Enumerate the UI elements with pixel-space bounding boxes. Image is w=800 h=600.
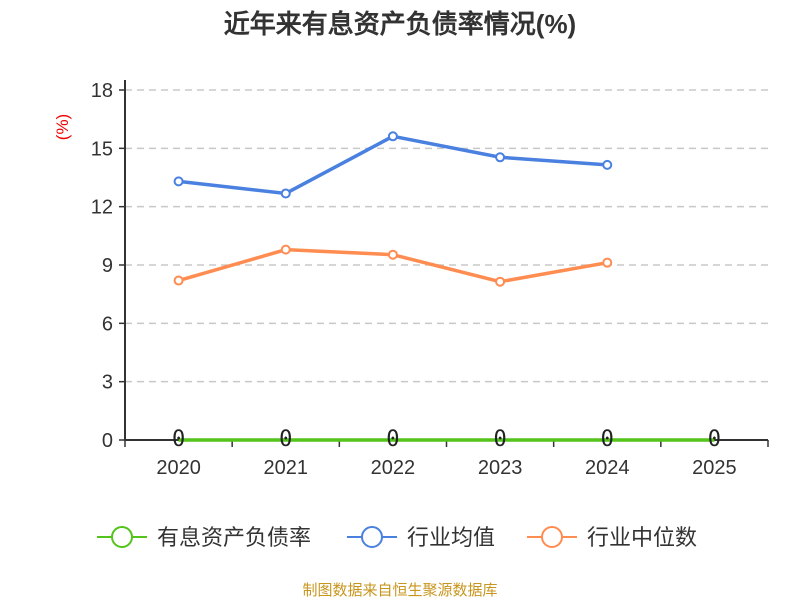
legend-marker-icon bbox=[361, 526, 383, 548]
y-tick-label: 9 bbox=[102, 255, 113, 277]
y-tick-label: 12 bbox=[91, 197, 113, 219]
y-tick-label: 3 bbox=[102, 372, 113, 394]
legend-label: 有息资产负债率 bbox=[157, 525, 311, 550]
series-line bbox=[178, 134, 608, 196]
data-point bbox=[602, 159, 613, 170]
data-label: 0 bbox=[279, 427, 292, 452]
y-tick-label: 18 bbox=[91, 80, 113, 102]
x-tick-label: 2020 bbox=[156, 457, 201, 479]
data-label: 0 bbox=[493, 427, 506, 452]
legend-marker-icon bbox=[541, 526, 563, 548]
x-tick-label: 2022 bbox=[371, 457, 416, 479]
data-point bbox=[173, 275, 184, 286]
chart-title: 近年来有息资产负债率情况(%) bbox=[224, 9, 576, 39]
data-label: 0 bbox=[708, 427, 721, 452]
y-axis-label: (%) bbox=[53, 114, 72, 140]
x-tick-label: 2025 bbox=[692, 457, 737, 479]
x-tick-label: 2024 bbox=[585, 457, 630, 479]
x-tick-label: 2023 bbox=[478, 457, 523, 479]
x-tick-label: 2021 bbox=[264, 457, 309, 479]
source-note: 制图数据来自恒生聚源数据库 bbox=[302, 582, 497, 599]
legend-label: 行业中位数 bbox=[587, 525, 697, 550]
y-tick-label: 15 bbox=[91, 138, 113, 160]
legend-marker-icon bbox=[111, 526, 133, 548]
data-label: 0 bbox=[386, 427, 399, 452]
data-point bbox=[495, 276, 506, 287]
data-point bbox=[173, 176, 184, 187]
legend-label: 行业均值 bbox=[407, 525, 495, 550]
y-tick-label: 0 bbox=[102, 430, 113, 452]
data-point bbox=[387, 131, 398, 142]
data-point bbox=[280, 244, 291, 255]
data-point bbox=[495, 152, 506, 163]
data-point bbox=[602, 257, 613, 268]
data-point bbox=[387, 249, 398, 260]
data-label: 0 bbox=[172, 427, 185, 452]
data-label: 0 bbox=[601, 427, 614, 452]
y-tick-label: 6 bbox=[102, 313, 113, 335]
data-point bbox=[280, 188, 291, 199]
